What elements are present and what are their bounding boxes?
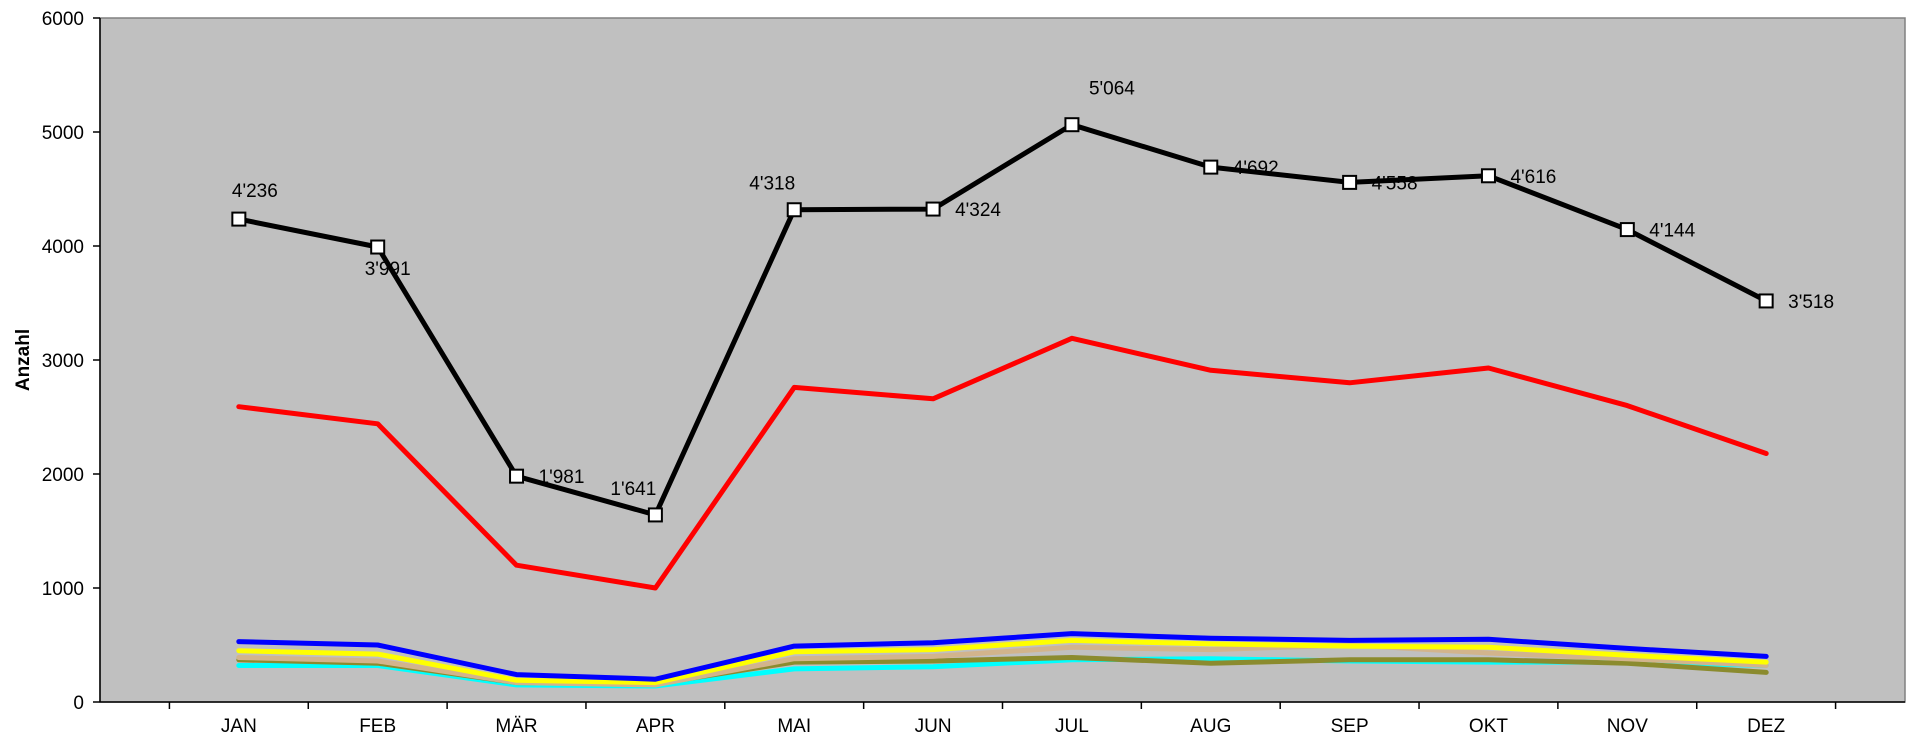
data-label: 5'064 <box>1089 79 1135 100</box>
x-tick-label: OKT <box>1469 716 1508 737</box>
data-point-marker <box>647 507 663 523</box>
y-tick-label: 1000 <box>42 579 84 600</box>
data-point-marker <box>1480 168 1496 184</box>
series-line-2 <box>236 631 1769 682</box>
series-layer <box>231 117 1774 689</box>
data-point-marker <box>1619 222 1635 238</box>
data-labels: 4'236 3'991 1'981 1'641 4'318 4'324 5'064 4'692… <box>232 79 1834 500</box>
x-tick-label: AUG <box>1190 716 1231 737</box>
y-tick-label: 4000 <box>42 237 84 258</box>
data-point-marker <box>1342 174 1358 190</box>
data-label: 4'318 <box>749 174 795 195</box>
data-label: 1'641 <box>610 479 656 500</box>
x-tick-label: NOV <box>1607 716 1649 737</box>
x-tick-label: DEZ <box>1747 716 1785 737</box>
data-point-marker <box>1758 293 1774 309</box>
data-point-marker <box>1064 117 1080 133</box>
y-tick-label: 3000 <box>42 351 84 372</box>
y-tick-label: 5000 <box>42 123 84 144</box>
plot-area <box>99 17 1906 703</box>
x-tick-label: SEP <box>1331 716 1369 737</box>
x-tick-label: MÄR <box>495 716 537 737</box>
data-label: 4'324 <box>955 200 1001 221</box>
x-tick-label: JUL <box>1055 716 1089 737</box>
y-tick-label: 0 <box>73 693 84 714</box>
x-tick-label: MAI <box>777 716 811 737</box>
series-line-1 <box>236 335 1769 591</box>
x-tick-label: JAN <box>221 716 257 737</box>
x-tick-label: APR <box>636 716 675 737</box>
series-line-4 <box>236 642 1769 688</box>
data-label: 4'236 <box>232 181 278 202</box>
data-point-marker <box>925 201 941 217</box>
data-point-marker <box>370 239 386 255</box>
data-label: 3'991 <box>365 259 411 280</box>
data-point-marker <box>509 468 525 484</box>
data-label: 1'981 <box>539 467 585 488</box>
data-label: 3'518 <box>1788 292 1834 313</box>
y-axis-label: Anzahl <box>13 329 34 391</box>
data-point-marker <box>231 211 247 227</box>
data-label: 4'616 <box>1510 167 1556 188</box>
x-tick-label: JUN <box>915 716 952 737</box>
axes: 0 1000 2000 3000 4000 5000 6000 JAN FEB MÄR APR MAI… <box>42 9 1905 737</box>
data-point-marker <box>786 202 802 218</box>
x-tick-label: FEB <box>359 716 396 737</box>
series-line-0 <box>236 122 1769 518</box>
y-tick-label: 2000 <box>42 465 84 486</box>
data-label: 4'558 <box>1372 173 1418 194</box>
data-point-marker <box>1203 159 1219 175</box>
data-label: 4'144 <box>1649 221 1695 242</box>
y-tick-label: 6000 <box>42 9 84 30</box>
series-line-3 <box>236 637 1769 686</box>
data-label: 4'692 <box>1233 158 1279 179</box>
